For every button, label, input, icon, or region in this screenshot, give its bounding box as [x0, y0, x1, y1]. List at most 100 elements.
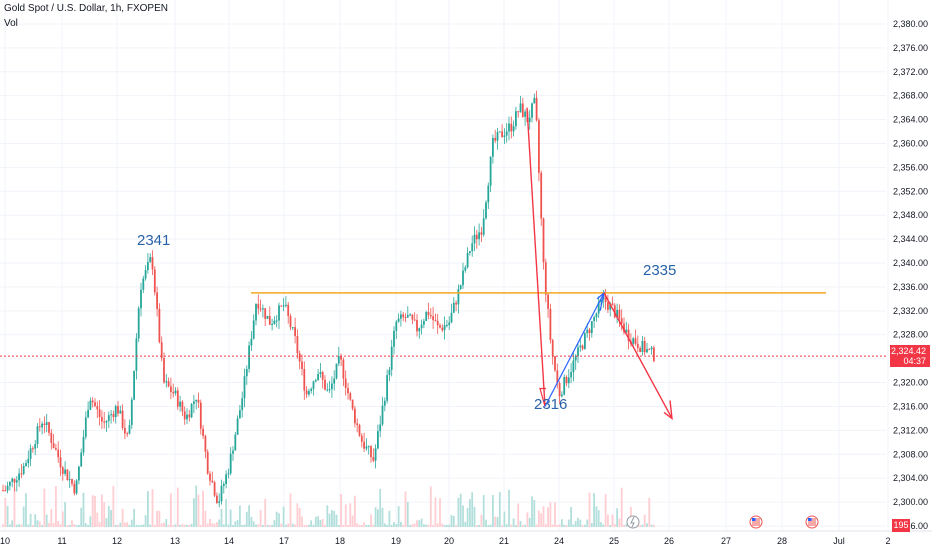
candle-body [222, 483, 225, 486]
volume-bar [367, 524, 370, 527]
volume-bar [310, 520, 313, 527]
candle-body [285, 304, 287, 306]
event-icons[interactable] [626, 515, 819, 529]
candle-body [78, 466, 80, 481]
candle-body [103, 421, 106, 423]
volume-bar [144, 515, 147, 527]
candle-body [147, 262, 149, 270]
candle-body [13, 478, 16, 483]
candle-body [386, 375, 388, 401]
projection-lines[interactable] [526, 107, 673, 420]
candle-body [531, 103, 533, 118]
time-axis[interactable]: 10 11 12 13 14 17 18 19 20 21 24 25 26 27 28 Jul 2 [0, 530, 932, 546]
volume-bar [87, 524, 89, 527]
volume-bar [400, 521, 402, 527]
candle-body [439, 325, 441, 328]
candle-body [554, 356, 556, 371]
volume-bar [439, 498, 441, 527]
volume-bar [641, 524, 644, 527]
volume-bar [285, 524, 287, 527]
candle-body [38, 426, 41, 428]
us-flag-icon[interactable] [805, 515, 819, 529]
volume-bar [485, 519, 487, 527]
candle-body [50, 432, 53, 444]
volume-bar [312, 524, 315, 527]
candle-body [48, 422, 50, 433]
volume-bar [544, 524, 547, 527]
candle-body [441, 327, 444, 331]
candle-body [181, 401, 184, 412]
candle-body [406, 315, 409, 318]
candle-body [540, 172, 543, 219]
volume-bar [381, 507, 384, 527]
volume-bar [75, 525, 78, 527]
candle-body [130, 399, 133, 426]
us-flag-icon[interactable] [749, 515, 763, 529]
volume-bar [317, 516, 319, 527]
candle-body [80, 452, 83, 467]
volume-bar [588, 492, 591, 527]
volume-bar [448, 524, 451, 527]
volume-bar [15, 524, 18, 527]
volume-bar [498, 492, 501, 527]
candle-body [326, 389, 329, 391]
volume-bar [521, 524, 524, 527]
candle-body [22, 465, 25, 474]
candle-body [225, 474, 227, 484]
volume-bar [18, 524, 20, 527]
flash-icon[interactable] [626, 515, 640, 529]
volume-bar [489, 524, 492, 527]
volume-bar [107, 505, 110, 527]
candle-body [349, 393, 352, 400]
volume-bar [160, 523, 163, 527]
candle-body [296, 336, 299, 354]
volume-bar [103, 502, 106, 527]
candle-body [462, 270, 464, 286]
price-axis[interactable]: 2,380.00 2,376.00 2,372.00 2,368.00 2,364.00… [893, 19, 928, 531]
volume-bar [503, 511, 506, 527]
volume-bar [204, 510, 207, 527]
candle-body [512, 126, 515, 132]
candle-body [413, 319, 416, 321]
volume-bar [611, 514, 614, 527]
candle-body [425, 311, 428, 321]
volume-bar [278, 513, 280, 527]
volume-bar [333, 510, 336, 527]
volume-indicator-label[interactable]: Vol [4, 18, 18, 29]
volume-bar [273, 520, 276, 527]
candle-body [45, 422, 48, 425]
candle-body [195, 399, 198, 402]
candle-body [89, 400, 92, 410]
volume-bar [379, 488, 382, 527]
volume-bar [158, 510, 161, 527]
projection-arrowhead [663, 400, 673, 420]
candle-body [448, 322, 451, 326]
candle-body [236, 418, 239, 435]
candle-body [202, 428, 204, 436]
price-tick-label: 2,380.00 [893, 19, 928, 29]
volume-bar [241, 524, 244, 527]
candle-body [351, 399, 354, 409]
candle-body [310, 388, 313, 392]
volume-bar [411, 524, 414, 527]
volume-bar [538, 510, 540, 527]
volume-bar [48, 523, 50, 527]
candle-body [91, 400, 94, 403]
volume-bar [38, 521, 41, 527]
candle-body [59, 457, 62, 468]
volume-bar [232, 524, 234, 527]
candle-body [114, 406, 117, 418]
candle-body [151, 257, 154, 270]
volume-bar [462, 505, 464, 527]
volume-bar [515, 524, 517, 527]
volume-bar [616, 508, 618, 527]
volume-bar [480, 514, 483, 527]
candle-body [331, 383, 333, 390]
volume-bar [29, 513, 32, 527]
time-tick-label: Jul [833, 536, 845, 546]
low-annotation: 2316 [534, 396, 568, 413]
candle-body [432, 316, 434, 321]
volume-bar [425, 524, 428, 527]
time-tick-label: 13 [170, 536, 180, 546]
